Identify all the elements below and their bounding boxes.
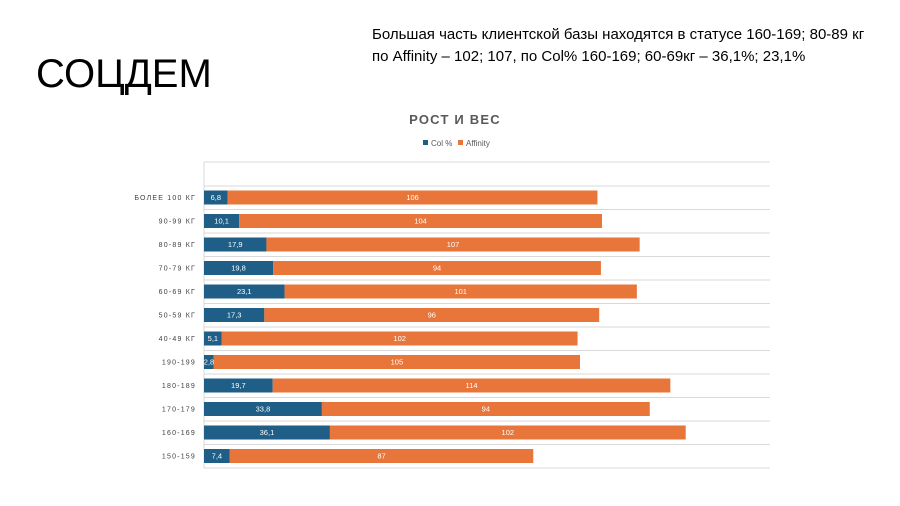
bar-affinity bbox=[239, 214, 602, 228]
bar-col bbox=[204, 402, 322, 416]
category-label: 80-89 КГ bbox=[159, 242, 196, 249]
category-label: 90-99 КГ bbox=[159, 219, 196, 226]
data-label-affinity: 94 bbox=[482, 405, 490, 414]
bar-affinity bbox=[273, 261, 601, 275]
data-label-col: 36,1 bbox=[260, 428, 275, 437]
data-label-affinity: 94 bbox=[433, 264, 441, 273]
bar-col bbox=[204, 355, 214, 369]
slide-subtitle: Большая часть клиентской базы находятся … bbox=[372, 26, 865, 65]
bar-affinity bbox=[284, 284, 637, 299]
category-label: 50-59 КГ bbox=[159, 313, 196, 320]
data-label-affinity: 102 bbox=[393, 334, 406, 343]
category-label: 160-169 bbox=[162, 430, 196, 437]
legend-label-col: Col % bbox=[431, 139, 452, 148]
data-label-col: 19,8 bbox=[231, 264, 246, 273]
bar-affinity bbox=[266, 237, 640, 252]
chart-bars: 6,8 106 10,1 104 17,9 107 19,8 94 23,1 101 17,3 96 5… bbox=[204, 190, 686, 463]
data-label-col: 23,1 bbox=[237, 287, 252, 296]
data-label-col: 17,9 bbox=[228, 240, 243, 249]
data-label-col: 5,1 bbox=[208, 334, 218, 343]
data-label-col: 10,1 bbox=[214, 217, 229, 226]
category-label: 170-179 bbox=[162, 407, 196, 414]
data-label-affinity: 105 bbox=[391, 358, 404, 367]
legend-label-affinity: Affinity bbox=[466, 139, 490, 148]
bar-col bbox=[204, 261, 274, 275]
data-label-affinity: 101 bbox=[454, 287, 467, 296]
data-label-col: 6,8 bbox=[211, 193, 221, 202]
category-label: 150-159 bbox=[162, 454, 196, 461]
category-label: 190-199 bbox=[162, 360, 196, 367]
data-label-affinity: 114 bbox=[466, 381, 478, 390]
bar-affinity bbox=[213, 355, 581, 369]
category-label: БОЛЕЕ 100 КГ bbox=[134, 195, 196, 202]
category-label: 180-189 bbox=[162, 383, 196, 390]
bar-affinity bbox=[221, 331, 578, 346]
bar-affinity bbox=[272, 378, 671, 393]
chart-grid bbox=[203, 161, 770, 469]
bar-col bbox=[204, 425, 330, 440]
data-label-col: 19,7 bbox=[231, 381, 246, 390]
bar-col bbox=[204, 190, 228, 205]
category-labels: БОЛЕЕ 100 КГ 90-99 КГ 80-89 КГ 70-79 КГ 60-6… bbox=[134, 195, 196, 461]
bar-col bbox=[204, 214, 240, 228]
data-label-affinity: 107 bbox=[447, 240, 460, 249]
chart-legend: Col % Affinity bbox=[423, 139, 490, 148]
bar-col bbox=[204, 449, 230, 463]
bar-affinity bbox=[321, 402, 650, 416]
data-label-affinity: 96 bbox=[428, 311, 436, 320]
bar-col bbox=[204, 237, 267, 252]
category-label: 70-79 КГ bbox=[159, 266, 196, 273]
legend-swatch-col bbox=[423, 140, 428, 145]
bar-affinity bbox=[227, 190, 598, 205]
data-label-affinity: 87 bbox=[377, 452, 385, 461]
bar-col bbox=[204, 284, 285, 299]
data-label-col: 17,3 bbox=[227, 311, 242, 320]
data-label-col: 33,8 bbox=[256, 405, 271, 414]
data-label-affinity: 102 bbox=[502, 428, 515, 437]
data-label-col: 7,4 bbox=[212, 452, 222, 461]
bar-affinity bbox=[264, 308, 600, 322]
data-label-col: 2,8 bbox=[204, 358, 214, 367]
legend-swatch-affinity bbox=[458, 140, 463, 145]
data-label-affinity: 106 bbox=[406, 193, 419, 202]
data-label-affinity: 104 bbox=[414, 217, 427, 226]
bar-affinity bbox=[229, 449, 534, 463]
bar-col bbox=[204, 308, 265, 322]
chart-title: РОСТ И ВЕС bbox=[409, 112, 501, 127]
bar-col bbox=[204, 331, 222, 346]
category-label: 60-69 КГ bbox=[159, 289, 196, 296]
bar-col bbox=[204, 378, 273, 393]
bar-affinity bbox=[329, 425, 686, 440]
category-label: 40-49 КГ bbox=[159, 336, 196, 343]
slide-title: СОЦДЕМ bbox=[36, 52, 212, 96]
